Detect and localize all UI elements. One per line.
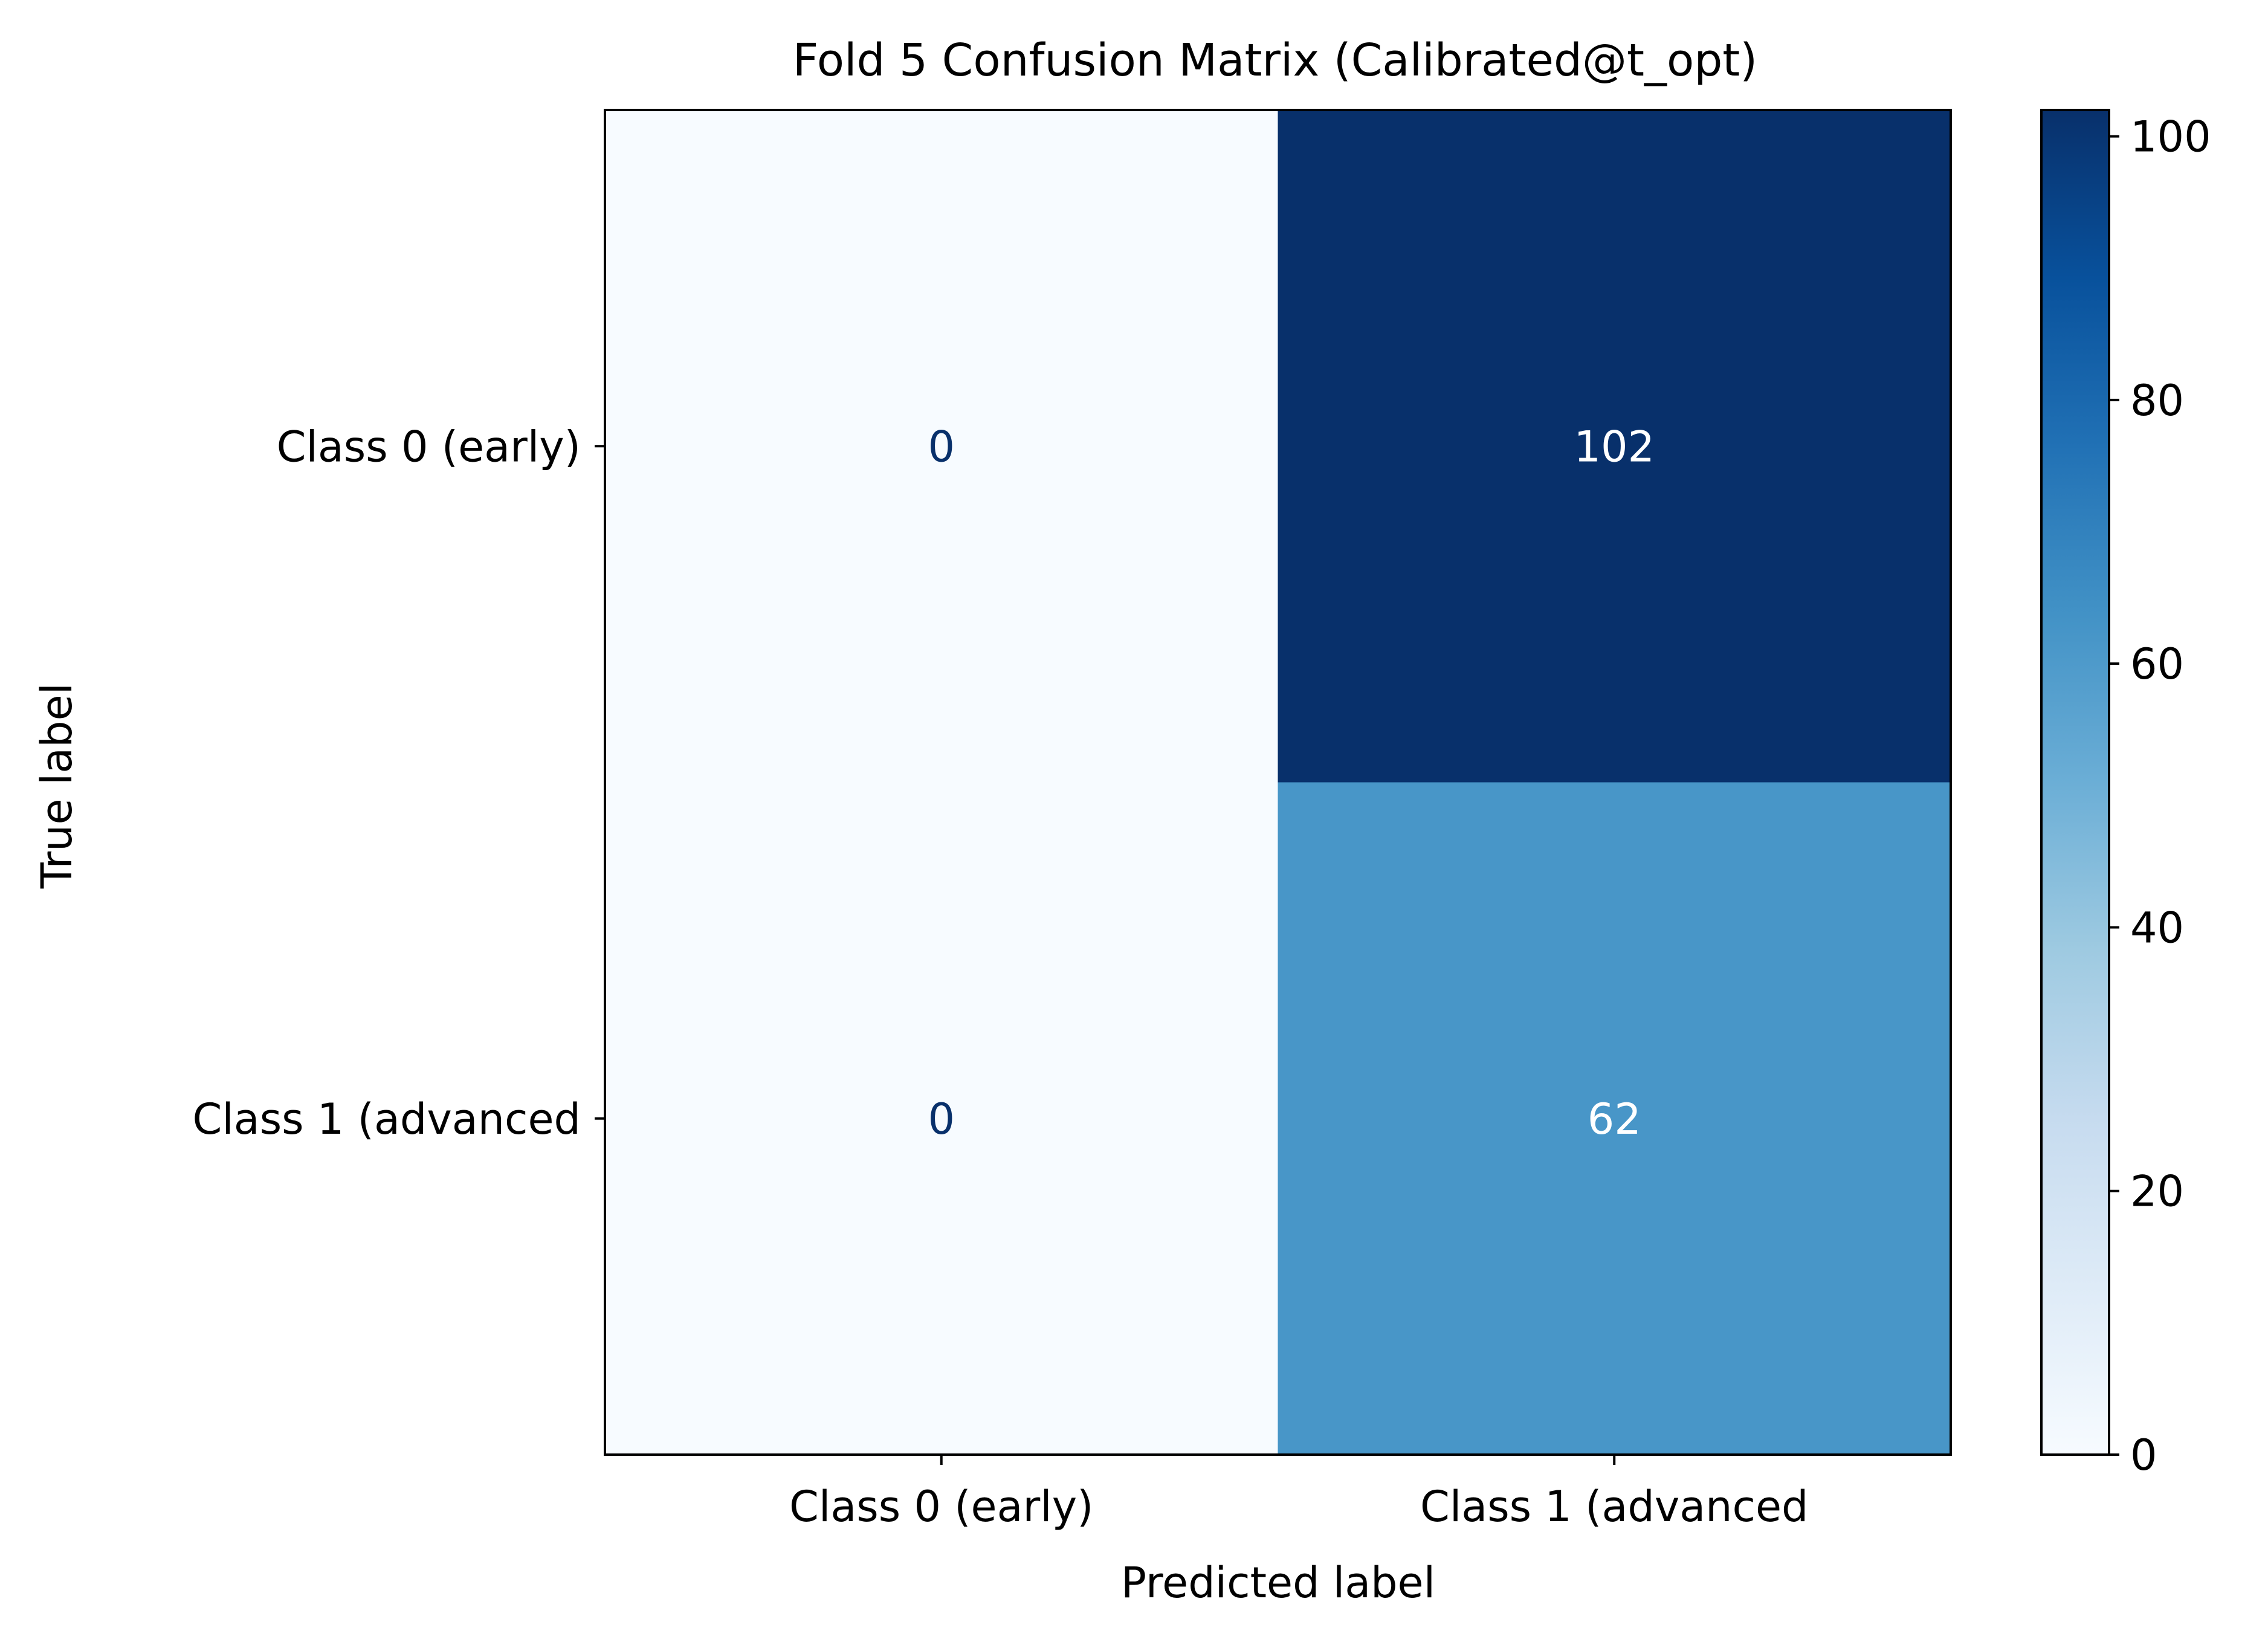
heatmap-cells bbox=[605, 110, 1951, 1455]
heatmap-cell bbox=[1278, 782, 1951, 1455]
y-axis-label: True label bbox=[32, 683, 82, 889]
colorbar-tick-label: 80 bbox=[2130, 376, 2184, 425]
x-axis-label: Predicted label bbox=[1121, 1558, 1435, 1608]
y-axis-ticks: Class 0 (early) Class 1 (advanced bbox=[192, 422, 605, 1144]
colorbar bbox=[2040, 109, 2110, 1456]
colorbar-tick-label: 60 bbox=[2130, 639, 2184, 689]
y-tick-label: Class 0 (early) bbox=[277, 422, 581, 471]
chart-title: Fold 5 Confusion Matrix (Calibrated@t_op… bbox=[793, 34, 1757, 86]
cell-value-label: 0 bbox=[928, 422, 955, 471]
heatmap-cell bbox=[1278, 110, 1951, 783]
heatmap-cell bbox=[605, 110, 1278, 783]
colorbar-ticks: 0 20 40 60 80 100 bbox=[2109, 112, 2211, 1480]
y-tick-label: Class 1 (advanced bbox=[192, 1094, 581, 1144]
cell-value-label: 62 bbox=[1588, 1094, 1641, 1144]
plot-frame bbox=[604, 109, 1952, 1456]
cell-value-label: 102 bbox=[1574, 422, 1655, 471]
cell-value-labels: 0 102 0 62 bbox=[928, 422, 1655, 1144]
colorbar-tick-label: 20 bbox=[2130, 1167, 2184, 1217]
x-tick-label: Class 1 (advanced bbox=[1420, 1482, 1809, 1531]
heatmap-cell bbox=[605, 782, 1278, 1455]
colorbar-tick-label: 40 bbox=[2130, 903, 2184, 952]
x-tick-label: Class 0 (early) bbox=[789, 1482, 1093, 1531]
colorbar-tick-label: 100 bbox=[2130, 112, 2211, 162]
cell-value-label: 0 bbox=[928, 1094, 955, 1144]
colorbar-tick-label: 0 bbox=[2130, 1430, 2157, 1480]
x-axis-ticks: Class 0 (early) Class 1 (advanced bbox=[789, 1455, 1809, 1531]
